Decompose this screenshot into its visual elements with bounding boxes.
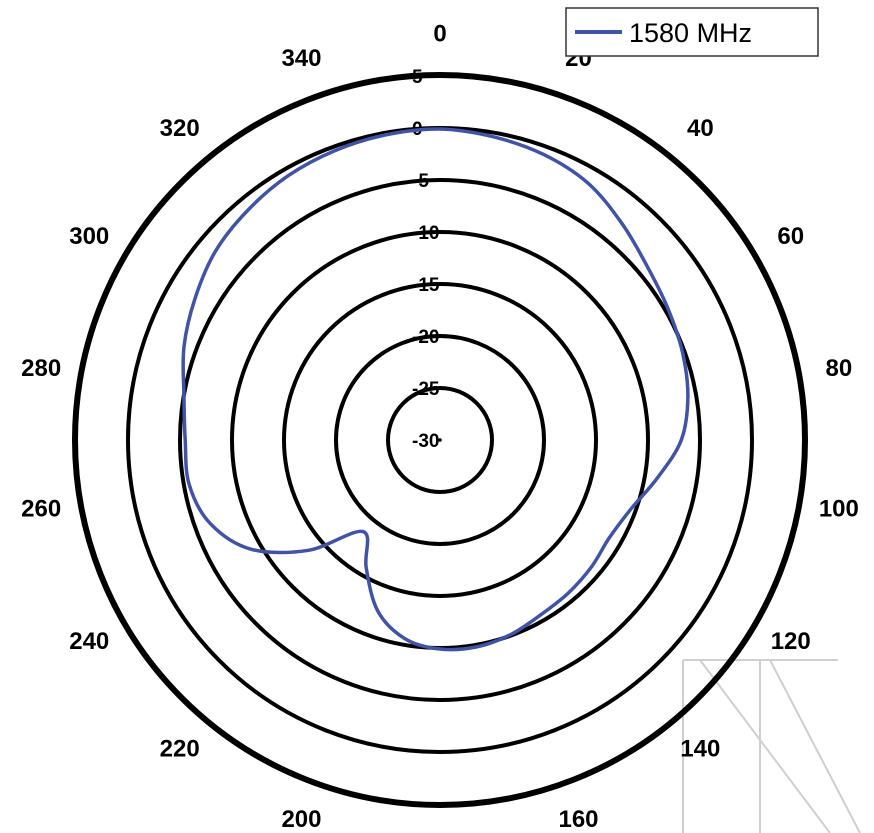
legend-label: 1580 MHz [629, 18, 752, 48]
grid-circle [282, 282, 598, 598]
angle-tick-label: 60 [777, 223, 804, 250]
legend: 1580 MHz [565, 7, 819, 57]
radial-tick-label: -25 [412, 379, 440, 400]
polar-grid [72, 72, 808, 808]
watermark-logo [682, 659, 861, 833]
angle-tick-label: 80 [825, 355, 852, 382]
angle-tick-label: 220 [160, 736, 200, 763]
legend-box [565, 7, 819, 57]
series-line-1580mhz [181, 127, 690, 652]
center-dot [438, 438, 442, 442]
grid-circle [386, 386, 494, 494]
angle-tick-label: 320 [160, 115, 200, 142]
angle-tick-label: 40 [687, 115, 714, 142]
outer-frame-circle [72, 72, 808, 808]
series-lines [181, 127, 690, 652]
angle-tick-label: 280 [21, 355, 61, 382]
radial-tick-label: -10 [412, 223, 439, 244]
radial-tick-label: -20 [412, 327, 439, 348]
angle-tick-labels: 0204060801001201401601802002202402602803… [21, 20, 859, 833]
angle-tick-label: 340 [281, 45, 321, 72]
angle-tick-label: 120 [771, 628, 811, 655]
radial-tick-label: -15 [412, 275, 440, 296]
angle-tick-label: 160 [558, 806, 598, 833]
radial-tick-label: -30 [412, 431, 439, 452]
angle-tick-label: 100 [819, 496, 859, 523]
angle-tick-label: 0 [433, 20, 446, 47]
angle-tick-label: 140 [680, 736, 720, 763]
angle-tick-label: 180 [420, 830, 460, 833]
grid-circle [334, 334, 546, 546]
radial-tick-label: 5 [412, 67, 423, 88]
radial-tick-label: -5 [412, 171, 429, 192]
grid-circle [178, 178, 702, 702]
angle-tick-label: 240 [69, 628, 109, 655]
radial-tick-labels: 50-5-10-15-20-25-30 [412, 67, 440, 452]
angle-tick-label: 200 [281, 806, 321, 833]
angle-tick-label: 300 [69, 223, 109, 250]
angle-tick-label: 260 [21, 496, 61, 523]
